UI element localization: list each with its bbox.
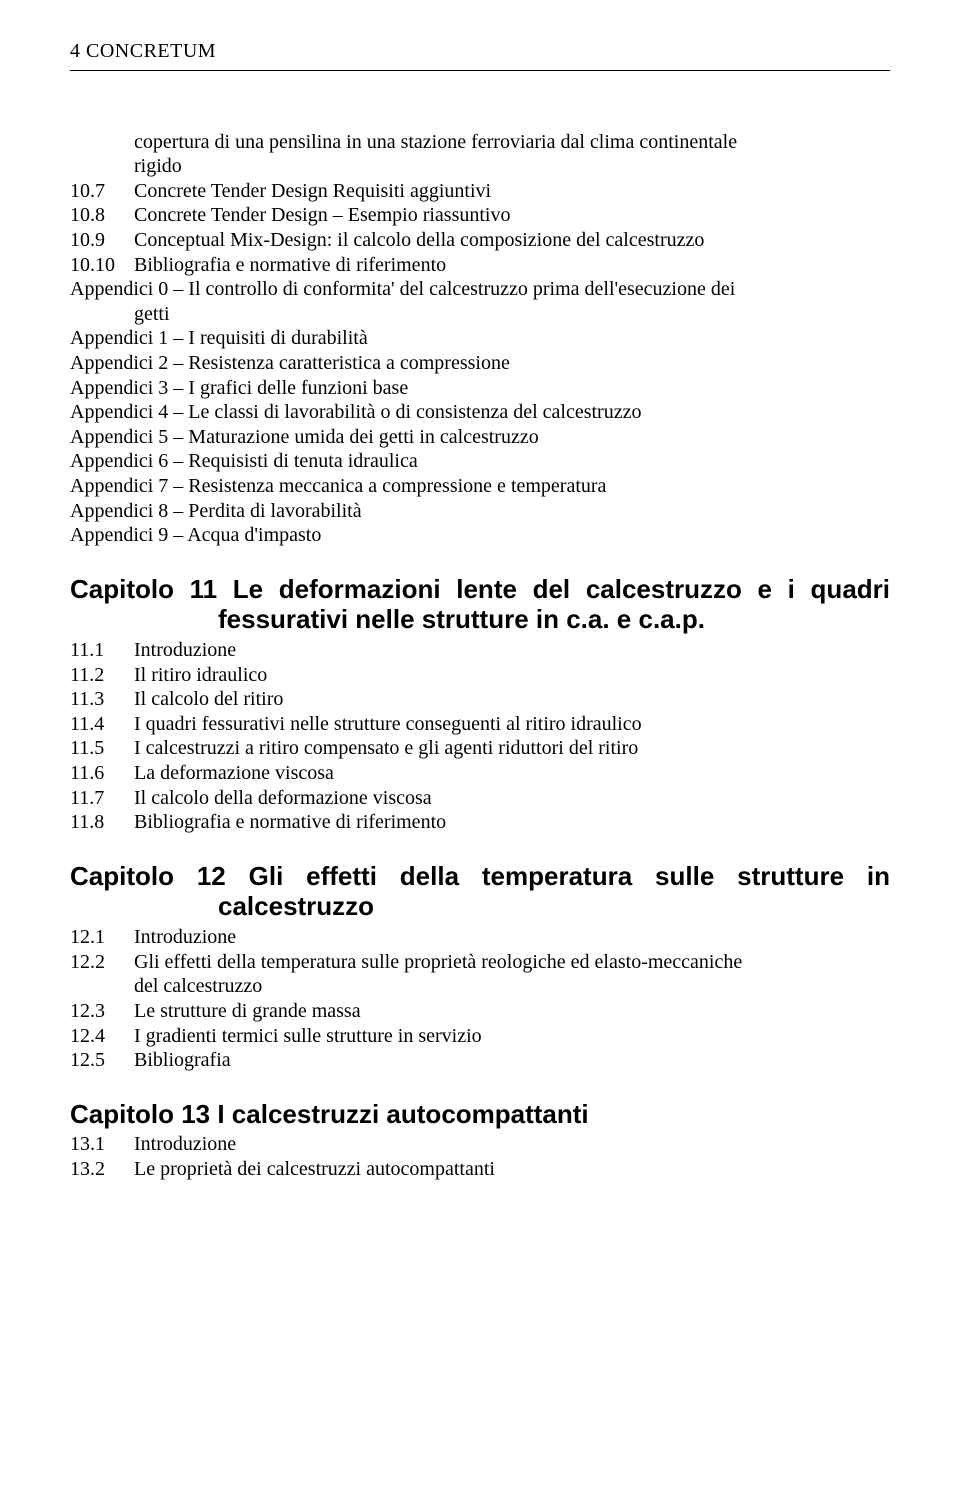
toc-text-cont: del calcestruzzo (70, 975, 890, 999)
toc-text: Il ritiro idraulico (134, 664, 890, 688)
toc-num: 11.3 (70, 688, 134, 712)
appendix-line: Appendici 6 – Requisisti di tenuta idrau… (70, 450, 890, 474)
toc-num: 11.1 (70, 639, 134, 663)
page-header: 4 CONCRETUM (70, 40, 890, 64)
toc-entry: 11.7 Il calcolo della deformazione visco… (70, 787, 890, 811)
toc-num: 10.7 (70, 180, 134, 204)
toc-text: Le proprietà dei calcestruzzi autocompat… (134, 1158, 890, 1182)
section10-opening-l2: rigido (70, 155, 890, 179)
toc-entry: 12.4 I gradienti termici sulle strutture… (70, 1025, 890, 1049)
toc-entry: 11.2 Il ritiro idraulico (70, 664, 890, 688)
appendix-line: Appendici 4 – Le classi di lavorabilità … (70, 401, 890, 425)
chapter11-title-l1: Capitolo 11 Le deformazioni lente del ca… (70, 574, 890, 605)
toc-text: I quadri fessurativi nelle strutture con… (134, 713, 890, 737)
toc-text: Introduzione (134, 926, 890, 950)
appendix-line: Appendici 0 – Il controllo di conformita… (70, 278, 890, 302)
toc-text: Conceptual Mix-Design: il calcolo della … (134, 229, 890, 253)
toc-num: 11.7 (70, 787, 134, 811)
toc-entry: 12.5 Bibliografia (70, 1049, 890, 1073)
header-rule (70, 70, 890, 71)
toc-text: Gli effetti della temperatura sulle prop… (134, 951, 890, 975)
chapter11-heading: Capitolo 11 Le deformazioni lente del ca… (70, 574, 890, 635)
toc-text: Bibliografia e normative di riferimento (134, 811, 890, 835)
toc-num: 11.4 (70, 713, 134, 737)
toc-entry: 11.4 I quadri fessurativi nelle struttur… (70, 713, 890, 737)
toc-num: 10.9 (70, 229, 134, 253)
appendix-line: Appendici 3 – I grafici delle funzioni b… (70, 377, 890, 401)
appendix-line: Appendici 8 – Perdita di lavorabilità (70, 500, 890, 524)
toc-entry: 10.7 Concrete Tender Design Requisiti ag… (70, 180, 890, 204)
toc-num: 11.8 (70, 811, 134, 835)
toc-num: 10.10 (70, 254, 134, 278)
toc-entry: 11.1 Introduzione (70, 639, 890, 663)
toc-entry: 11.8 Bibliografia e normative di riferim… (70, 811, 890, 835)
toc-num: 13.1 (70, 1133, 134, 1157)
toc-entry: 12.3 Le strutture di grande massa (70, 1000, 890, 1024)
toc-entry: 11.6 La deformazione viscosa (70, 762, 890, 786)
toc-num: 10.8 (70, 204, 134, 228)
toc-entry: 10.8 Concrete Tender Design – Esempio ri… (70, 204, 890, 228)
toc-text: Introduzione (134, 1133, 890, 1157)
toc-entry: 12.2 Gli effetti della temperatura sulle… (70, 951, 890, 975)
toc-text: Bibliografia (134, 1049, 890, 1073)
toc-num: 12.1 (70, 926, 134, 950)
appendix-line: Appendici 7 – Resistenza meccanica a com… (70, 475, 890, 499)
appendix-line: Appendici 2 – Resistenza caratteristica … (70, 352, 890, 376)
toc-text: Concrete Tender Design – Esempio riassun… (134, 204, 890, 228)
toc-entry: 10.9 Conceptual Mix-Design: il calcolo d… (70, 229, 890, 253)
toc-num: 12.5 (70, 1049, 134, 1073)
toc-text: Le strutture di grande massa (134, 1000, 890, 1024)
toc-entry: 13.2 Le proprietà dei calcestruzzi autoc… (70, 1158, 890, 1182)
chapter12-title-l1: Capitolo 12 Gli effetti della temperatur… (70, 861, 890, 892)
toc-num: 12.4 (70, 1025, 134, 1049)
toc-text: Bibliografia e normative di riferimento (134, 254, 890, 278)
toc-text: Il calcolo del ritiro (134, 688, 890, 712)
toc-text: La deformazione viscosa (134, 762, 890, 786)
section10-opening-l1: copertura di una pensilina in una stazio… (70, 131, 890, 155)
toc-entry: 10.10 Bibliografia e normative di riferi… (70, 254, 890, 278)
toc-num: 12.3 (70, 1000, 134, 1024)
appendix-line: Appendici 5 – Maturazione umida dei gett… (70, 426, 890, 450)
toc-text: Introduzione (134, 639, 890, 663)
appendix-cont: getti (70, 303, 890, 327)
chapter12-title-l2: calcestruzzo (70, 891, 890, 922)
toc-text: I calcestruzzi a ritiro compensato e gli… (134, 737, 890, 761)
appendix-line: Appendici 9 – Acqua d'impasto (70, 524, 890, 548)
toc-entry: 11.5 I calcestruzzi a ritiro compensato … (70, 737, 890, 761)
toc-text: I gradienti termici sulle strutture in s… (134, 1025, 890, 1049)
toc-num: 11.5 (70, 737, 134, 761)
chapter12-heading: Capitolo 12 Gli effetti della temperatur… (70, 861, 890, 922)
toc-text: Concrete Tender Design Requisiti aggiunt… (134, 180, 890, 204)
toc-entry: 12.1 Introduzione (70, 926, 890, 950)
toc-num: 11.6 (70, 762, 134, 786)
toc-num: 12.2 (70, 951, 134, 975)
appendix-line: Appendici 1 – I requisiti di durabilità (70, 327, 890, 351)
chapter11-title-l2: fessurativi nelle strutture in c.a. e c.… (70, 604, 890, 635)
toc-num: 13.2 (70, 1158, 134, 1182)
toc-entry: 13.1 Introduzione (70, 1133, 890, 1157)
toc-entry: 11.3 Il calcolo del ritiro (70, 688, 890, 712)
toc-text: Il calcolo della deformazione viscosa (134, 787, 890, 811)
toc-num: 11.2 (70, 664, 134, 688)
chapter13-heading: Capitolo 13 I calcestruzzi autocompattan… (70, 1099, 890, 1130)
